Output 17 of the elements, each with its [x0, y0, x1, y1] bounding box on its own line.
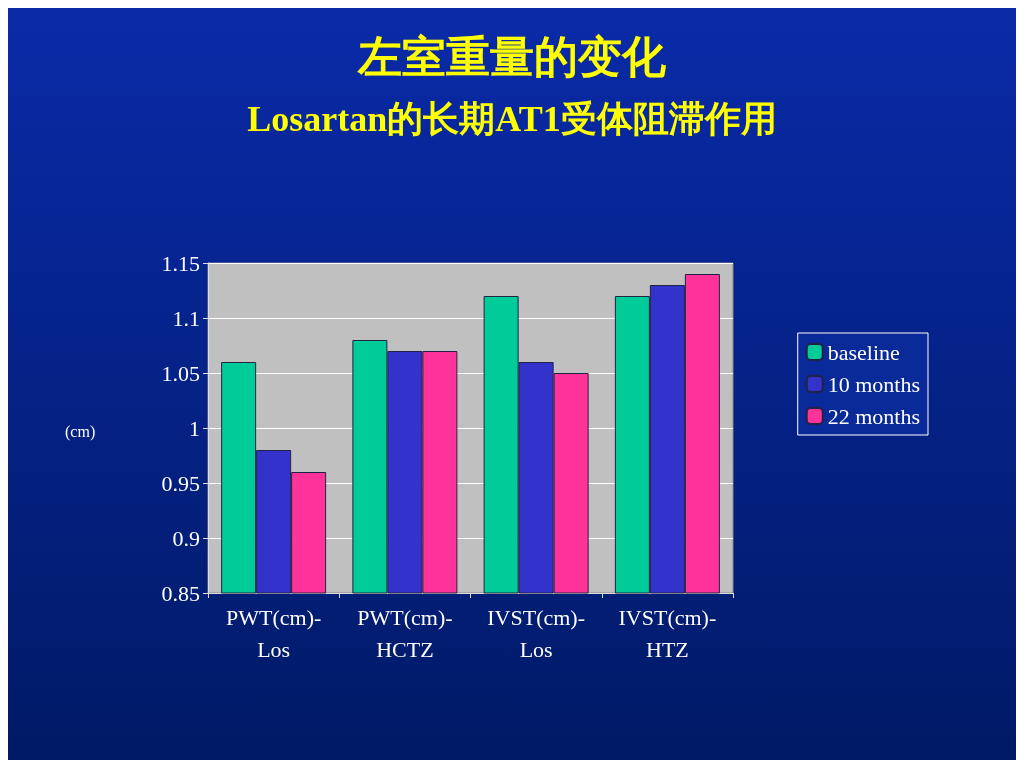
x-tick-label: IVST(cm)-Los [487, 604, 585, 662]
y-axis-title: (cm) [65, 422, 96, 441]
y-tick-label: 0.95 [161, 470, 200, 496]
legend-label: 10 months [827, 371, 921, 397]
legend-label: baseline [827, 339, 900, 365]
y-tick-label: 0.9 [172, 525, 200, 551]
y-tick-label: 1.1 [172, 305, 200, 331]
y-tick-label: 1.15 [161, 250, 200, 276]
y-tick-label: 1.05 [161, 360, 200, 386]
x-tick-label: PWT(cm)-Los [225, 604, 322, 662]
chart-title: 左室重量的变化 [356, 32, 667, 82]
chart-subtitle: Losartan的长期AT1受体阻滞作用 [247, 99, 777, 139]
x-tick-label: PWT(cm)-HCTZ [357, 604, 453, 662]
y-tick-label: 0.85 [161, 580, 200, 606]
legend-label: 22 months [827, 403, 921, 429]
x-tick-label: IVST(cm)-HTZ [618, 604, 717, 662]
y-tick-label: 1 [189, 415, 200, 441]
